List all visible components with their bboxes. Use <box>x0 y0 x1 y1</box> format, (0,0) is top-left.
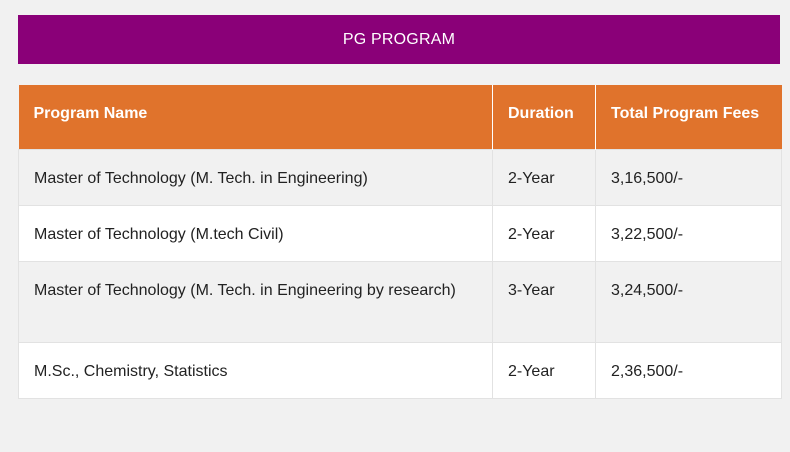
program-name-cell: Master of Technology (M.tech Civil) <box>18 204 493 262</box>
table-header-row: Program Name Duration Total Program Fees <box>18 85 782 149</box>
duration-cell: 2-Year <box>492 148 596 206</box>
duration-cell: 3-Year <box>492 260 596 343</box>
fees-cell: 3,16,500/- <box>595 148 782 206</box>
header-duration: Duration <box>492 85 596 149</box>
program-name-cell: M.Sc., Chemistry, Statistics <box>18 341 493 399</box>
table-row: Master of Technology (M.tech Civil) 2-Ye… <box>18 204 782 262</box>
fees-cell: 3,24,500/- <box>595 260 782 343</box>
table-row: Master of Technology (M. Tech. in Engine… <box>18 260 782 343</box>
table-row: Master of Technology (M. Tech. in Engine… <box>18 148 782 206</box>
duration-cell: 2-Year <box>492 204 596 262</box>
page-title-banner: PG PROGRAM <box>18 15 780 64</box>
program-name-cell: Master of Technology (M. Tech. in Engine… <box>18 148 493 206</box>
fees-cell: 3,22,500/- <box>595 204 782 262</box>
program-fees-table: Program Name Duration Total Program Fees… <box>18 85 782 399</box>
header-program-name: Program Name <box>18 85 493 149</box>
table-row: M.Sc., Chemistry, Statistics 2-Year 2,36… <box>18 341 782 399</box>
duration-cell: 2-Year <box>492 341 596 399</box>
page-title: PG PROGRAM <box>342 30 456 48</box>
header-total-program-fees: Total Program Fees <box>595 85 782 149</box>
fees-cell: 2,36,500/- <box>595 341 782 399</box>
program-name-cell: Master of Technology (M. Tech. in Engine… <box>18 260 493 343</box>
